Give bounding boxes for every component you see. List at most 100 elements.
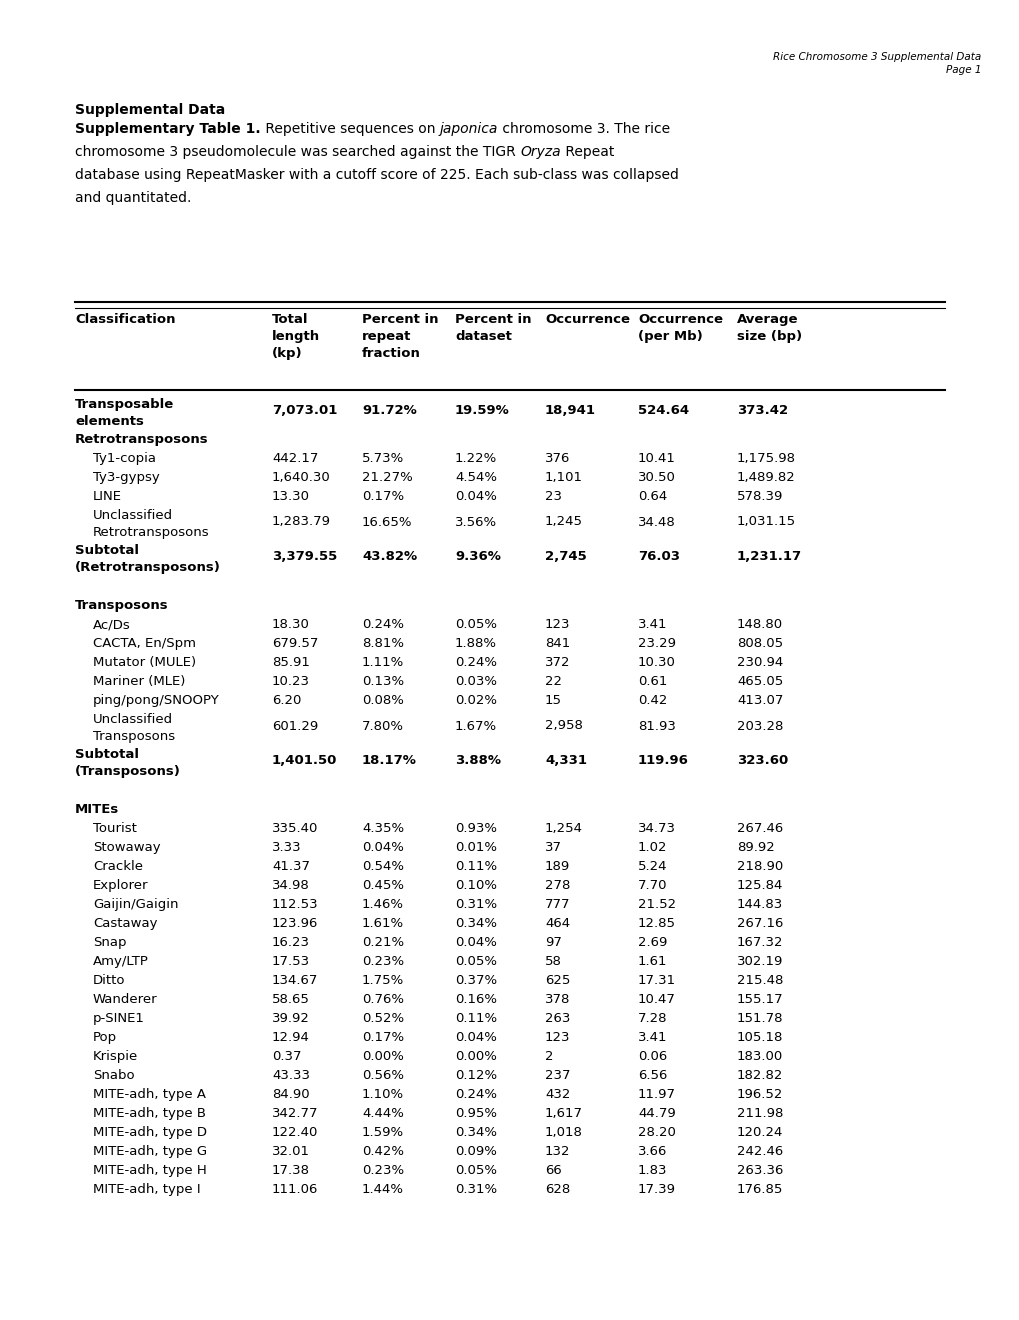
Text: 16.23: 16.23	[272, 936, 310, 949]
Text: 1,175.98: 1,175.98	[737, 451, 795, 465]
Text: 215.48: 215.48	[737, 974, 783, 987]
Text: Snap: Snap	[93, 936, 126, 949]
Text: 218.90: 218.90	[737, 861, 783, 873]
Text: 0.05%: 0.05%	[454, 954, 496, 968]
Text: 18.17%: 18.17%	[362, 755, 417, 767]
Text: (kp): (kp)	[272, 347, 303, 360]
Text: 23.29: 23.29	[637, 638, 676, 649]
Text: ping/pong/SNOOPY: ping/pong/SNOOPY	[93, 694, 219, 708]
Text: 278: 278	[544, 879, 570, 892]
Text: 39.92: 39.92	[272, 1012, 310, 1026]
Text: Page 1: Page 1	[945, 65, 980, 75]
Text: MITE-adh, type A: MITE-adh, type A	[93, 1088, 206, 1101]
Text: 373.42: 373.42	[737, 404, 788, 417]
Text: MITE-adh, type B: MITE-adh, type B	[93, 1107, 206, 1119]
Text: 0.42: 0.42	[637, 694, 666, 708]
Text: 1.88%: 1.88%	[454, 638, 496, 649]
Text: 0.56%: 0.56%	[362, 1069, 404, 1082]
Text: 15: 15	[544, 694, 561, 708]
Text: 323.60: 323.60	[737, 755, 788, 767]
Text: and quantitated.: and quantitated.	[75, 191, 192, 205]
Text: 267.16: 267.16	[737, 917, 783, 931]
Text: 0.09%: 0.09%	[454, 1144, 496, 1158]
Text: 119.96: 119.96	[637, 755, 688, 767]
Text: 189: 189	[544, 861, 570, 873]
Text: 0.37%: 0.37%	[454, 974, 496, 987]
Text: 0.11%: 0.11%	[454, 861, 496, 873]
Text: 302.19: 302.19	[737, 954, 783, 968]
Text: 10.41: 10.41	[637, 451, 676, 465]
Text: 11.97: 11.97	[637, 1088, 676, 1101]
Text: 28.20: 28.20	[637, 1126, 676, 1139]
Text: Classification: Classification	[75, 313, 175, 326]
Text: 1.46%: 1.46%	[362, 898, 404, 911]
Text: 777: 777	[544, 898, 570, 911]
Text: MITE-adh, type H: MITE-adh, type H	[93, 1164, 207, 1177]
Text: 19.59%: 19.59%	[454, 404, 510, 417]
Text: 0.21%: 0.21%	[362, 936, 404, 949]
Text: 122.40: 122.40	[272, 1126, 318, 1139]
Text: 0.54%: 0.54%	[362, 861, 404, 873]
Text: 1,283.79: 1,283.79	[272, 516, 331, 528]
Text: 43.33: 43.33	[272, 1069, 310, 1082]
Text: 6.20: 6.20	[272, 694, 301, 708]
Text: 0.00%: 0.00%	[454, 1049, 496, 1063]
Text: 2,958: 2,958	[544, 719, 582, 733]
Text: 0.24%: 0.24%	[454, 1088, 496, 1101]
Text: Retrotransposons: Retrotransposons	[75, 433, 209, 446]
Text: 37: 37	[544, 841, 561, 854]
Text: Ac/Ds: Ac/Ds	[93, 618, 130, 631]
Text: Ty3-gypsy: Ty3-gypsy	[93, 471, 160, 484]
Text: Stowaway: Stowaway	[93, 841, 160, 854]
Text: 211.98: 211.98	[737, 1107, 783, 1119]
Text: 432: 432	[544, 1088, 570, 1101]
Text: 18.30: 18.30	[272, 618, 310, 631]
Text: Occurrence: Occurrence	[637, 313, 722, 326]
Text: 0.37: 0.37	[272, 1049, 302, 1063]
Text: 17.39: 17.39	[637, 1183, 676, 1196]
Text: Ditto: Ditto	[93, 974, 125, 987]
Text: 17.31: 17.31	[637, 974, 676, 987]
Text: 22: 22	[544, 675, 561, 688]
Text: 0.13%: 0.13%	[362, 675, 404, 688]
Text: Oryza: Oryza	[520, 145, 560, 158]
Text: 58: 58	[544, 954, 561, 968]
Text: 3.41: 3.41	[637, 618, 666, 631]
Text: 0.06: 0.06	[637, 1049, 666, 1063]
Text: 464: 464	[544, 917, 570, 931]
Text: 1.02: 1.02	[637, 841, 666, 854]
Text: Mariner (MLE): Mariner (MLE)	[93, 675, 185, 688]
Text: 0.10%: 0.10%	[454, 879, 496, 892]
Text: chromosome 3 pseudomolecule was searched against the TIGR: chromosome 3 pseudomolecule was searched…	[75, 145, 520, 158]
Text: 230.94: 230.94	[737, 656, 783, 669]
Text: 3.41: 3.41	[637, 1031, 666, 1044]
Text: 7.80%: 7.80%	[362, 719, 404, 733]
Text: 1.67%: 1.67%	[454, 719, 496, 733]
Text: japonica: japonica	[439, 121, 497, 136]
Text: 0.11%: 0.11%	[454, 1012, 496, 1026]
Text: 89.92: 89.92	[737, 841, 774, 854]
Text: 203.28: 203.28	[737, 719, 783, 733]
Text: 167.32: 167.32	[737, 936, 783, 949]
Text: MITE-adh, type G: MITE-adh, type G	[93, 1144, 207, 1158]
Text: 3.56%: 3.56%	[454, 516, 496, 528]
Text: 0.02%: 0.02%	[454, 694, 496, 708]
Text: 4.54%: 4.54%	[454, 471, 496, 484]
Text: MITE-adh, type I: MITE-adh, type I	[93, 1183, 201, 1196]
Text: 7.28: 7.28	[637, 1012, 666, 1026]
Text: 1,018: 1,018	[544, 1126, 582, 1139]
Text: dataset: dataset	[454, 330, 512, 343]
Text: 0.04%: 0.04%	[454, 936, 496, 949]
Text: Repetitive sequences on: Repetitive sequences on	[261, 121, 439, 136]
Text: 123: 123	[544, 1031, 570, 1044]
Text: Krispie: Krispie	[93, 1049, 139, 1063]
Text: 32.01: 32.01	[272, 1144, 310, 1158]
Text: 628: 628	[544, 1183, 570, 1196]
Text: 1,254: 1,254	[544, 822, 583, 836]
Text: 34.73: 34.73	[637, 822, 676, 836]
Text: Subtotal: Subtotal	[75, 748, 139, 762]
Text: size (bp): size (bp)	[737, 330, 801, 343]
Text: 34.98: 34.98	[272, 879, 310, 892]
Text: 10.30: 10.30	[637, 656, 676, 669]
Text: 2.69: 2.69	[637, 936, 666, 949]
